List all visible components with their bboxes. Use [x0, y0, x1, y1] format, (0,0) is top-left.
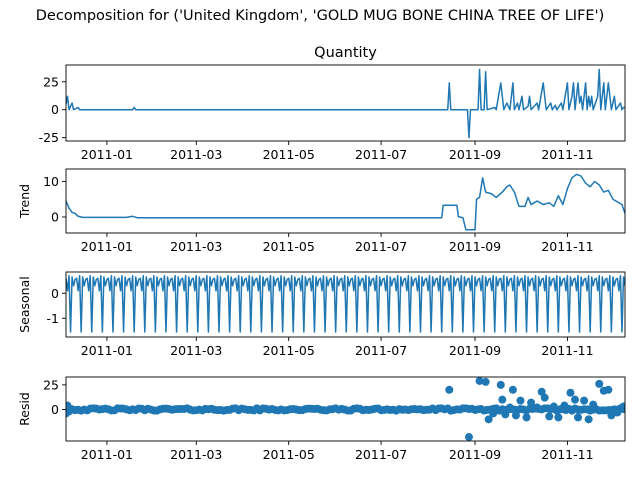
x-tick-label: 2011-11 — [541, 239, 593, 254]
panel-data — [66, 68, 625, 139]
y-tick-label: -25 — [39, 130, 59, 145]
resid-point — [496, 380, 505, 389]
resid-point — [66, 401, 72, 410]
y-tick-label: 0 — [51, 102, 59, 117]
resid-point — [580, 396, 589, 405]
panel-data — [66, 173, 625, 231]
panel-frame — [65, 271, 626, 338]
resid-point — [540, 393, 549, 402]
x-tick-label: 2011-03 — [170, 147, 222, 162]
resid-point — [537, 387, 546, 396]
y-tick-label: 10 — [43, 174, 59, 189]
panel-frame — [65, 168, 626, 234]
resid-point — [445, 385, 454, 394]
trend-series-line — [66, 173, 625, 231]
resid-point — [516, 396, 525, 405]
resid-point — [511, 411, 520, 420]
panel-resid: 0 25 2011-01 2011-03 2011-05 2011-07 2011-09 20… — [17, 376, 626, 462]
resid-point — [604, 385, 613, 394]
x-tick-label: 2011-03 — [170, 447, 222, 462]
x-tick-label: 2011-09 — [449, 343, 501, 358]
resid-point — [527, 398, 536, 407]
y-tick-label: 0 — [51, 286, 59, 301]
panel-frame — [65, 64, 626, 142]
x-tick-label: 2011-05 — [263, 447, 315, 462]
y-tick-label: 25 — [43, 377, 59, 392]
x-tick-label: 2011-01 — [81, 343, 133, 358]
resid-point — [613, 408, 622, 417]
resid-point — [619, 402, 625, 411]
resid-point — [589, 400, 598, 409]
panel-quantity: -25 0 25 2011-01 2011-03 2011-05 2011-07 2011-0… — [39, 45, 626, 162]
resid-point — [607, 411, 616, 420]
panels: -25 0 25 2011-01 2011-03 2011-05 2011-07 2011-0… — [17, 45, 626, 462]
y-axis-label: Seasonal — [17, 276, 32, 333]
resid-point — [574, 413, 583, 422]
resid-point — [484, 415, 493, 424]
x-tick-label: 2011-05 — [263, 239, 315, 254]
panel-frame — [65, 376, 626, 442]
x-tick-label: 2011-11 — [541, 343, 593, 358]
y-axis-label: Resid — [17, 392, 32, 426]
resid-point — [571, 395, 580, 404]
resid-point — [489, 409, 498, 418]
x-tick-label: 2011-05 — [263, 147, 315, 162]
y-tick-label: 0 — [51, 210, 59, 225]
resid-point — [560, 401, 569, 410]
resid-point — [545, 412, 554, 421]
seasonal-series-line — [66, 275, 625, 333]
x-tick-label: 2011-03 — [170, 239, 222, 254]
resid-point — [584, 415, 593, 424]
x-tick-label: 2011-07 — [355, 447, 407, 462]
resid-point — [566, 388, 575, 397]
x-tick-label: 2011-01 — [81, 447, 133, 462]
resid-point — [475, 377, 484, 385]
y-tick-label: 0 — [51, 402, 59, 417]
chart-title: Decomposition for ('United Kingdom', 'GO… — [36, 8, 604, 24]
x-tick-label: 2011-11 — [541, 447, 593, 462]
x-tick-label: 2011-05 — [263, 343, 315, 358]
resid-point — [595, 379, 604, 388]
y-axis-label: Trend — [17, 184, 32, 219]
panel-data — [66, 377, 625, 441]
resid-point — [522, 413, 531, 422]
resid-point — [505, 403, 514, 412]
y-tick-label: -1 — [47, 311, 59, 326]
x-tick-label: 2011-07 — [355, 147, 407, 162]
panel-seasonal: -1 0 2011-01 2011-03 2011-05 2011-07 2011-09 20… — [17, 271, 626, 358]
resid-point — [533, 403, 542, 412]
x-tick-label: 2011-03 — [170, 343, 222, 358]
x-tick-label: 2011-01 — [81, 239, 133, 254]
resid-point — [549, 402, 558, 411]
x-tick-label: 2011-09 — [449, 239, 501, 254]
x-tick-label: 2011-09 — [449, 147, 501, 162]
resid-point — [508, 385, 517, 394]
resid-point — [498, 395, 507, 404]
resid-point — [501, 410, 510, 419]
x-tick-label: 2011-07 — [355, 343, 407, 358]
x-tick-label: 2011-09 — [449, 447, 501, 462]
panel-trend: 0 10 2011-01 2011-03 2011-05 2011-07 2011-09 20… — [17, 168, 626, 254]
resid-point — [66, 407, 74, 416]
x-tick-label: 2011-01 — [81, 147, 133, 162]
resid-point — [481, 377, 490, 386]
y-tick-label: 25 — [43, 74, 59, 89]
x-tick-label: 2011-07 — [355, 239, 407, 254]
panel-title: Quantity — [314, 45, 377, 61]
quantity-series-line — [66, 68, 625, 139]
resid-point — [554, 413, 563, 422]
panel-data — [66, 275, 625, 333]
x-tick-label: 2011-11 — [541, 147, 593, 162]
resid-point — [464, 433, 473, 441]
